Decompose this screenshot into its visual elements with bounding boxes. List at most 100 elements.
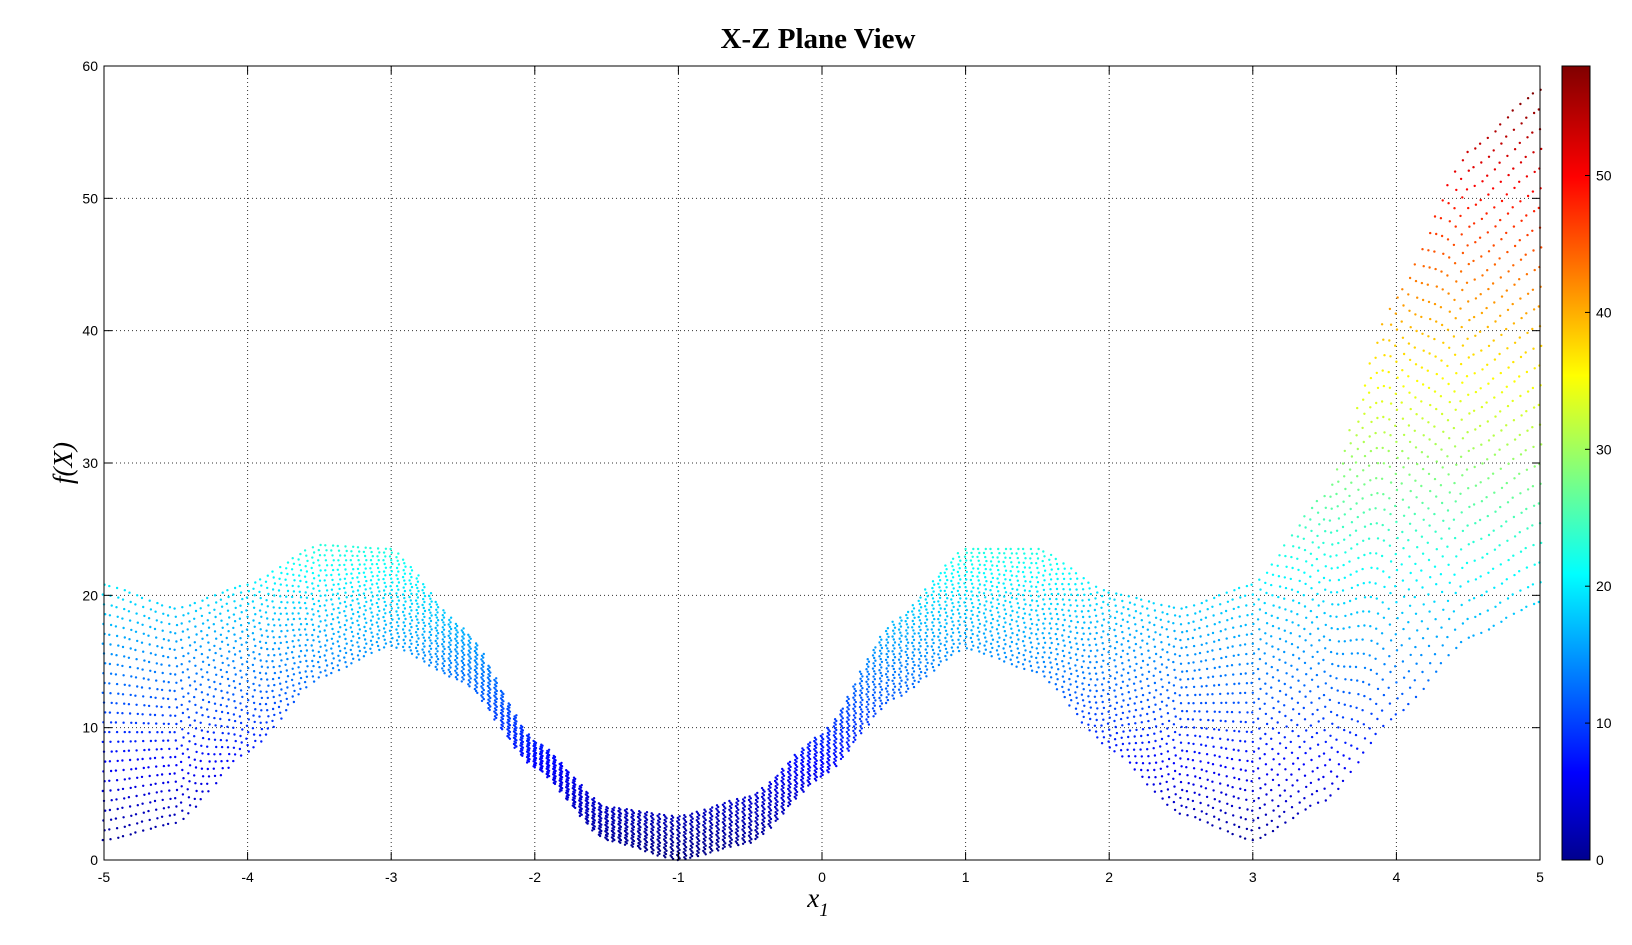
scatter-point — [775, 786, 779, 790]
scatter-point — [344, 651, 348, 655]
scatter-point — [331, 652, 334, 655]
scatter-point — [1263, 601, 1266, 605]
scatter-point — [892, 629, 895, 632]
scatter-point — [1237, 701, 1240, 704]
scatter-point — [846, 737, 849, 740]
scatter-point — [363, 604, 366, 608]
scatter-point — [228, 684, 231, 687]
scatter-point — [1074, 572, 1078, 575]
scatter-point — [293, 689, 296, 693]
scatter-point — [114, 673, 118, 676]
scatter-point — [421, 603, 424, 607]
scatter-point — [933, 635, 936, 638]
scatter-point — [155, 748, 158, 751]
scatter-point — [1296, 779, 1299, 782]
scatter-point — [886, 670, 890, 673]
scatter-point — [756, 818, 759, 821]
scatter-point — [525, 761, 529, 764]
scatter-point — [194, 727, 198, 730]
scatter-point — [1212, 789, 1215, 792]
scatter-point — [193, 774, 196, 777]
scatter-point — [1121, 599, 1124, 603]
scatter-point — [487, 695, 491, 698]
scatter-point — [1080, 665, 1084, 669]
scatter-point — [480, 690, 484, 694]
scatter-point — [461, 635, 464, 638]
scatter-point — [286, 675, 290, 678]
scatter-point — [362, 592, 366, 595]
scatter-point — [285, 584, 288, 587]
scatter-point — [369, 599, 373, 602]
scatter-point — [1076, 593, 1080, 597]
scatter-point — [1200, 701, 1203, 705]
scatter-point — [839, 709, 843, 712]
scatter-point — [304, 670, 307, 673]
scatter-point — [369, 567, 372, 570]
scatter-point — [756, 836, 759, 839]
scatter-point — [219, 668, 223, 672]
scatter-point — [1154, 725, 1158, 728]
scatter-point — [500, 716, 503, 719]
scatter-point — [1231, 832, 1234, 836]
scatter-point — [847, 718, 850, 721]
scatter-point — [273, 654, 276, 657]
scatter-point — [1185, 606, 1188, 609]
scatter-point — [1173, 692, 1177, 695]
scatter-point — [447, 668, 450, 671]
scatter-point — [310, 618, 313, 621]
scatter-point — [1087, 609, 1090, 613]
scatter-point — [1251, 789, 1255, 793]
scatter-point — [749, 797, 752, 800]
scatter-point — [382, 627, 386, 630]
scatter-point — [1017, 638, 1020, 641]
scatter-point — [682, 842, 685, 845]
scatter-point — [1082, 660, 1085, 663]
scatter-point — [1128, 633, 1132, 636]
scatter-point — [350, 550, 353, 553]
scatter-point — [129, 600, 132, 604]
scatter-point — [769, 800, 773, 803]
scatter-point — [558, 768, 561, 771]
scatter-point — [1063, 618, 1066, 622]
scatter-point — [1239, 644, 1242, 647]
scatter-point — [683, 814, 686, 817]
scatter-point — [1233, 729, 1236, 733]
scatter-point — [1179, 662, 1183, 665]
scatter-point — [1108, 597, 1112, 600]
scatter-point — [232, 613, 236, 616]
scatter-point — [435, 603, 439, 606]
scatter-point — [1057, 643, 1060, 646]
scatter-point — [1219, 827, 1222, 830]
scatter-point — [290, 595, 294, 599]
scatter-point — [957, 563, 960, 566]
scatter-point — [722, 843, 725, 847]
scatter-point — [408, 595, 411, 599]
scatter-point — [344, 614, 347, 618]
scatter-point — [349, 603, 352, 607]
scatter-point — [892, 688, 895, 691]
scatter-point — [532, 755, 535, 758]
scatter-point — [617, 833, 621, 837]
scatter-point — [291, 640, 294, 643]
scatter-point — [911, 604, 914, 607]
scatter-point — [104, 711, 107, 714]
scatter-point — [1082, 577, 1085, 580]
scatter-point — [873, 664, 876, 668]
scatter-point — [730, 842, 733, 845]
scatter-point — [1285, 618, 1288, 622]
scatter-point — [1133, 702, 1136, 705]
scatter-point — [1259, 787, 1262, 790]
scatter-point — [775, 798, 778, 802]
scatter-point — [1226, 784, 1230, 787]
scatter-point — [884, 673, 888, 676]
scatter-point — [860, 732, 863, 735]
scatter-point — [279, 612, 282, 615]
scatter-point — [904, 620, 907, 623]
scatter-point — [356, 598, 359, 601]
scatter-point — [297, 666, 300, 669]
scatter-point — [1232, 654, 1236, 657]
scatter-point — [873, 670, 876, 673]
scatter-point — [434, 613, 437, 617]
scatter-point — [337, 621, 341, 624]
scatter-point — [1289, 740, 1293, 744]
